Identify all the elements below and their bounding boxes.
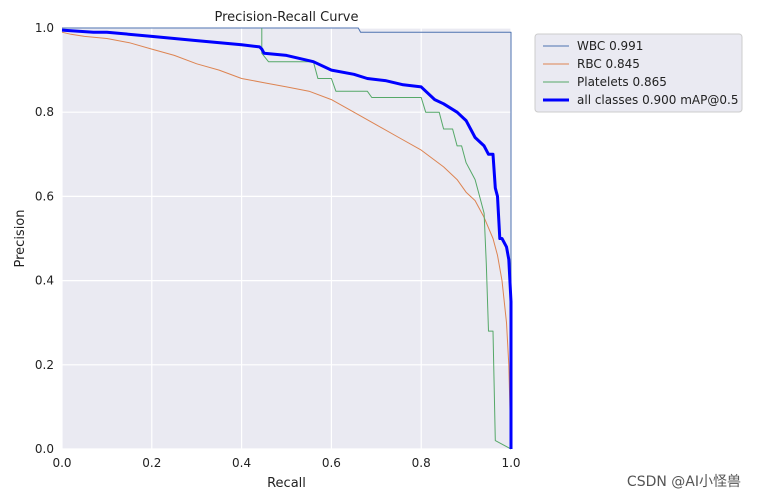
y-tick-label: 0.2 [35,358,54,372]
chart-title: Precision-Recall Curve [215,10,359,25]
x-tick-label: 0.4 [232,456,251,470]
series-lines [61,27,513,450]
legend-entry: WBC 0.991 [577,39,643,53]
x-tick-label: 0.6 [322,456,341,470]
watermark: CSDN @AI小怪兽 [626,474,741,490]
legend-entry: RBC 0.845 [577,57,640,71]
plot-area [62,28,511,449]
y-tick-label: 0.8 [35,105,54,119]
y-tick-label: 0.6 [35,189,54,203]
y-axis-label: Precision [13,209,28,267]
series-line-3 [61,28,513,449]
legend: WBC 0.991 RBC 0.845 Platelets 0.865 all cla… [534,33,743,113]
x-tick-label: 0.2 [142,456,161,470]
series-line-2 [261,28,512,450]
legend-entry: all classes 0.900 mAP@0.5 [577,93,738,107]
y-tick-label: 0.4 [35,274,54,288]
series-line-0 [62,27,512,449]
x-tick-label: 1.0 [501,456,520,470]
series-line-1 [61,31,512,450]
x-tick-label: 0.8 [412,456,431,470]
legend-box [534,33,743,113]
y-tick-label: 0.0 [35,442,54,456]
x-ticks: 0.0 0.2 0.4 0.6 0.8 1.0 [52,456,520,470]
legend-entry: Platelets 0.865 [577,75,667,89]
y-ticks: 0.0 0.2 0.4 0.6 0.8 1.0 [35,21,54,456]
x-tick-label: 0.0 [52,456,71,470]
y-tick-label: 1.0 [35,21,54,35]
x-axis-label: Recall [267,476,306,491]
